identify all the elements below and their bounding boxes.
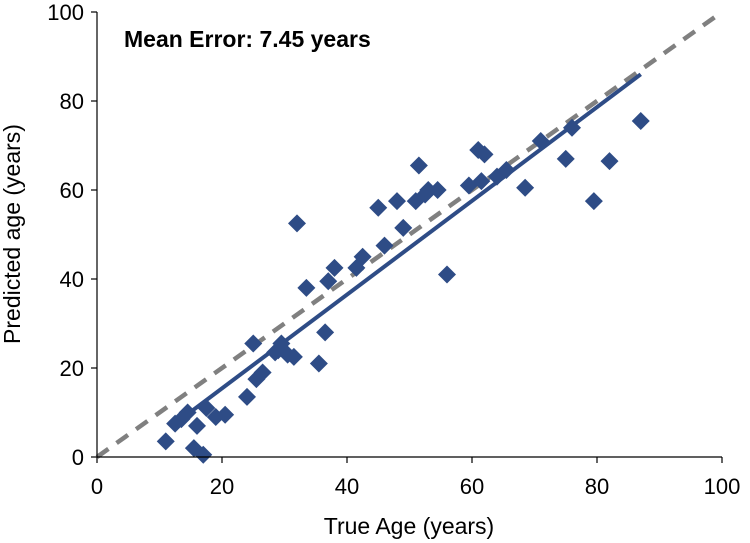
plot-area — [95, 10, 724, 464]
y-tick-label: 80 — [60, 89, 84, 114]
data-point — [419, 181, 438, 199]
data-point — [394, 218, 413, 237]
x-tick-label: 40 — [335, 474, 359, 499]
annotation-text: Mean Error: 7.45 years — [124, 26, 371, 52]
x-tick-label: 60 — [460, 474, 484, 499]
fit-line — [170, 72, 642, 428]
x-ticks: 0 20 40 60 80 100 — [91, 457, 740, 499]
data-point — [188, 416, 206, 435]
identity-line — [95, 10, 724, 459]
data-point — [563, 118, 581, 137]
data-point — [409, 156, 428, 175]
x-tick-label: 20 — [210, 474, 234, 499]
data-point — [244, 334, 263, 353]
data-point — [288, 214, 306, 233]
data-point — [497, 160, 516, 179]
data-point — [375, 236, 394, 255]
data-point — [316, 323, 335, 342]
y-ticks: 0 20 40 60 80 100 — [47, 0, 97, 470]
data-point — [531, 132, 550, 151]
y-tick-label: 20 — [60, 356, 84, 381]
axes: 0 20 40 60 80 100 0 20 40 60 80 100 — [47, 0, 740, 499]
data-point — [178, 403, 197, 422]
x-tick-label: 100 — [704, 474, 741, 499]
data-point — [631, 112, 650, 131]
data-point — [253, 363, 272, 382]
data-point — [556, 149, 575, 168]
data-point — [388, 192, 406, 211]
data-point — [472, 172, 491, 191]
x-tick-label: 80 — [585, 474, 609, 499]
y-axis-title: Predicted age (years) — [0, 124, 25, 344]
x-tick-label: 0 — [91, 474, 103, 499]
data-point — [297, 278, 316, 297]
data-point — [600, 152, 619, 171]
data-point — [475, 145, 494, 164]
data-point — [438, 265, 456, 284]
data-point — [428, 181, 447, 199]
data-point — [325, 258, 344, 277]
y-tick-label: 0 — [72, 445, 84, 470]
data-point — [353, 247, 372, 266]
y-tick-label: 60 — [60, 178, 84, 203]
x-axis-title: True Age (years) — [324, 513, 494, 539]
data-point — [194, 445, 213, 464]
data-point — [197, 399, 216, 418]
data-point — [319, 272, 338, 291]
data-point — [309, 354, 328, 373]
data-point — [284, 347, 303, 366]
data-point — [216, 405, 235, 424]
y-tick-label: 100 — [47, 0, 84, 25]
data-point — [516, 178, 535, 197]
data-point — [584, 192, 603, 211]
data-point — [156, 432, 175, 451]
data-point — [238, 387, 256, 406]
data-points — [156, 112, 650, 464]
data-point — [369, 198, 388, 217]
y-tick-label: 40 — [60, 267, 84, 292]
